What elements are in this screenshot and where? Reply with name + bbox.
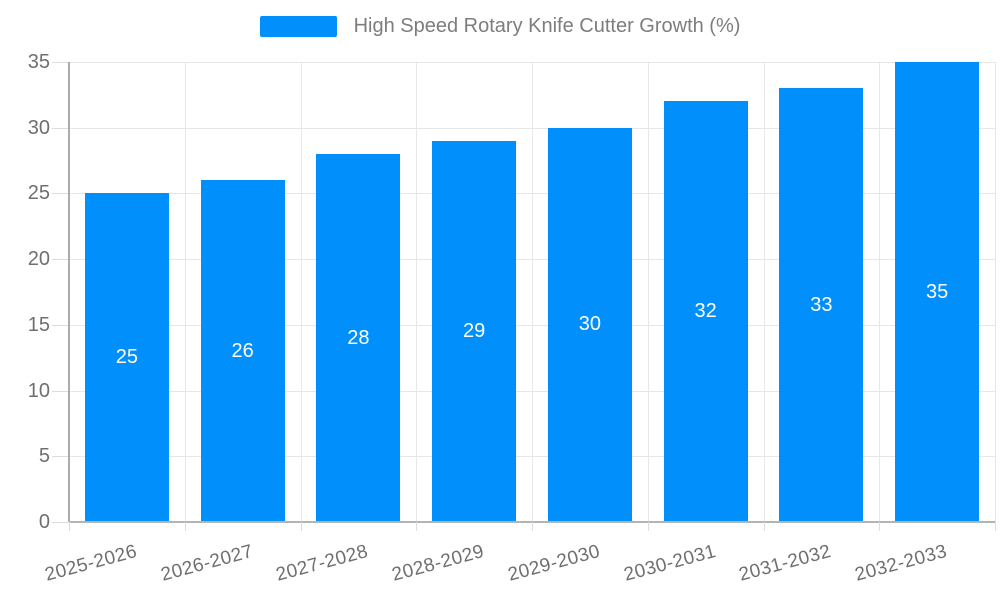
bar-value-label: 35 [926, 280, 949, 303]
legend-swatch [259, 16, 337, 37]
bar[interactable]: 26 [200, 180, 285, 522]
y-axis-label: 30 [27, 116, 50, 139]
y-axis-label: 10 [27, 379, 50, 402]
bar-value-label: 30 [578, 313, 601, 336]
y-axis-line [68, 62, 70, 522]
gridline-vertical [532, 62, 533, 522]
y-axis-tick [52, 324, 68, 326]
y-axis-label: 25 [27, 182, 50, 205]
y-axis-label: 0 [38, 511, 50, 533]
y-axis-tick [52, 193, 68, 195]
gridline-vertical [995, 62, 996, 522]
y-axis-tick [52, 127, 68, 129]
legend-item[interactable]: High Speed Rotary Knife Cutter Growth (%… [259, 15, 741, 37]
x-axis-tick [647, 522, 649, 531]
y-axis-label: 35 [27, 51, 50, 73]
x-axis-tick [184, 522, 186, 531]
gridline-vertical [300, 62, 302, 522]
y-axis-tick [52, 259, 68, 261]
bar-value-label: 29 [463, 319, 486, 342]
y-axis-label: 20 [27, 248, 50, 271]
bar[interactable]: 33 [779, 88, 864, 522]
gridline-vertical [184, 62, 186, 522]
legend: High Speed Rotary Knife Cutter Growth (%… [0, 16, 1000, 37]
x-axis-tick [416, 522, 418, 531]
bar-value-label: 25 [115, 346, 138, 369]
legend-label: High Speed Rotary Knife Cutter Growth (%… [353, 15, 741, 37]
y-axis-tick [52, 62, 68, 63]
bar-value-label: 32 [694, 300, 717, 323]
y-axis-label: 5 [38, 445, 50, 468]
bar[interactable]: 32 [663, 101, 748, 522]
x-axis-tick [532, 522, 533, 531]
bar-value-label: 26 [231, 339, 254, 362]
gridline-vertical [647, 62, 649, 522]
y-axis-tick [52, 390, 68, 392]
x-axis-tick [995, 522, 996, 531]
x-axis-tick [300, 522, 302, 531]
gridline-vertical [416, 62, 418, 522]
plot-area: 25 26 28 29 30 32 33 35 [69, 62, 996, 522]
x-axis-tick [879, 522, 881, 531]
gridline-vertical [763, 62, 765, 522]
x-axis-tick [763, 522, 765, 531]
bar[interactable]: 28 [316, 154, 401, 522]
y-axis-tick [52, 522, 68, 523]
gridline-vertical [879, 62, 881, 522]
bar-value-label: 33 [810, 293, 833, 316]
y-axis-tick [52, 456, 68, 458]
bar[interactable]: 35 [895, 62, 980, 522]
x-axis-tick [69, 522, 70, 531]
bar[interactable]: 30 [547, 127, 632, 522]
y-axis-label: 15 [27, 313, 50, 336]
bar[interactable]: 29 [432, 140, 517, 522]
bar[interactable]: 25 [84, 193, 169, 522]
bar-value-label: 28 [347, 326, 370, 349]
